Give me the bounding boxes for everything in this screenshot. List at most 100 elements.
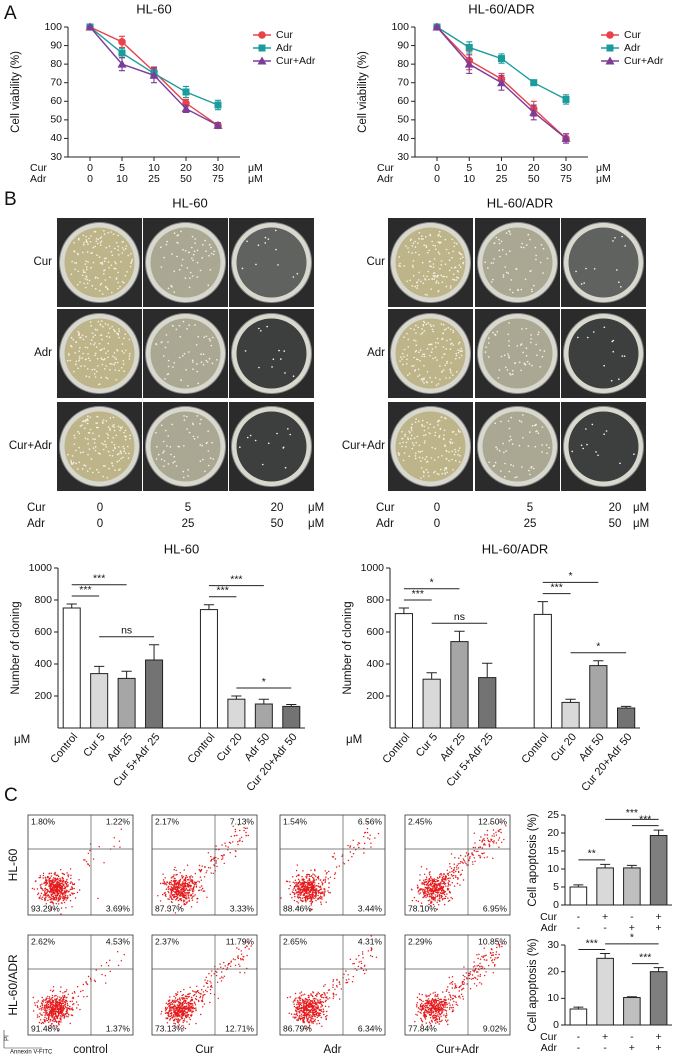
colonies xyxy=(160,230,216,293)
marker xyxy=(464,59,474,68)
y-tick-label: 20 xyxy=(547,965,559,977)
colonies xyxy=(484,230,549,294)
quadrant-value: 73.13% xyxy=(155,1023,184,1033)
well-bottom xyxy=(236,227,307,298)
bar xyxy=(254,703,273,729)
significance-label: ** xyxy=(588,848,596,860)
quadrant-value: 3.33% xyxy=(230,903,255,913)
dose-unit: μM xyxy=(633,518,649,530)
dose-value: 0 xyxy=(434,502,440,514)
x-tick-label: 0 xyxy=(434,162,440,174)
x-tick-label: Cur 20 xyxy=(214,731,244,764)
column-label: Cur xyxy=(195,1044,214,1056)
dose-value: 5 xyxy=(527,502,533,514)
bar xyxy=(589,665,608,729)
x-unit: μM xyxy=(248,173,263,185)
quadrant-value: 6.34% xyxy=(358,1023,383,1033)
legend-label: Cur+Adr xyxy=(276,55,316,67)
well-bottom xyxy=(568,318,639,389)
y-tick-label: 30 xyxy=(547,939,559,951)
x-tick-label: Cur 5 xyxy=(414,731,440,759)
quadrant-value: 87.37% xyxy=(155,903,184,913)
significance-label: * xyxy=(569,570,573,582)
flow-events xyxy=(32,943,125,1031)
y-tick-label: 100 xyxy=(44,21,62,33)
x-tick-label: 10 xyxy=(463,173,475,185)
x-row-label: Adr xyxy=(377,173,394,185)
flow-plot-frame xyxy=(151,934,258,1036)
significance-label: *** xyxy=(551,581,563,593)
row-label: Adr xyxy=(367,347,385,359)
bar xyxy=(596,957,614,1026)
quadrant-value: 9.02% xyxy=(483,1023,508,1033)
well-bottom xyxy=(395,227,466,298)
colonies xyxy=(239,428,292,469)
significance-label: *** xyxy=(586,937,598,949)
significance-label: * xyxy=(630,932,634,944)
legend-label: Cur+Adr xyxy=(624,55,664,67)
y-tick-label: 10 xyxy=(547,863,559,875)
quadrant-value: 10.85% xyxy=(478,936,507,946)
quadrant-value: 4.53% xyxy=(106,936,131,946)
dose-value: 25 xyxy=(182,518,195,530)
y-tick-label: 25 xyxy=(547,809,559,821)
y-tick-label: 90 xyxy=(50,39,62,51)
colonies xyxy=(155,320,218,387)
flow-plot-frame xyxy=(27,934,134,1036)
marker xyxy=(606,31,614,39)
dose-unit: μM xyxy=(308,518,324,530)
colonies xyxy=(70,229,134,295)
quadrant-value: 1.80% xyxy=(31,816,56,826)
x-tick-label: Control xyxy=(185,731,217,766)
y-axis-label: Number of cloning xyxy=(10,601,22,694)
flow-events xyxy=(410,821,507,910)
quadrant-value: 2.45% xyxy=(408,816,433,826)
well-bottom xyxy=(150,227,221,298)
well-bottom xyxy=(568,411,639,482)
colonies xyxy=(575,235,626,288)
colonies xyxy=(577,326,626,382)
x-tick-label: 75 xyxy=(212,173,224,185)
dose-label: Adr xyxy=(376,518,394,530)
flow-plot-frame xyxy=(404,934,511,1036)
y-axis-label: Number of cloning xyxy=(342,601,354,694)
marker xyxy=(118,38,126,46)
quadrant-value: 4.31% xyxy=(358,936,383,946)
x-unit: μM xyxy=(596,173,611,185)
flow-plot-frame xyxy=(27,814,134,916)
y-tick-label: 70 xyxy=(50,76,62,88)
flow-events xyxy=(414,940,504,1027)
y-tick-label: 5 xyxy=(553,881,559,893)
well-bottom xyxy=(568,227,639,298)
y-axis-label: Cell apoptosis (%) xyxy=(527,938,539,1031)
treatment-sign: + xyxy=(602,911,608,923)
bar xyxy=(145,659,164,729)
well-bottom xyxy=(482,318,553,389)
colonies xyxy=(398,230,465,296)
panel-label: B xyxy=(4,189,17,210)
treatment-sign: + xyxy=(656,911,662,923)
y-tick-label: 80 xyxy=(397,58,409,70)
photo-title: HL-60 xyxy=(172,195,207,210)
error-bar xyxy=(565,698,576,703)
x-tick-label: 0 xyxy=(87,173,93,185)
quadrant-value: 3.69% xyxy=(106,903,131,913)
significance-label: *** xyxy=(79,584,91,596)
quadrant-value: 77.84% xyxy=(408,1023,437,1033)
error-bar xyxy=(653,829,664,836)
dose-value: 50 xyxy=(609,518,622,530)
error-bar xyxy=(482,662,493,678)
marker xyxy=(562,95,570,103)
well-bottom xyxy=(395,411,466,482)
significance-label: *** xyxy=(217,585,229,597)
flow-events xyxy=(157,824,249,914)
colonies xyxy=(399,320,463,387)
bar xyxy=(450,641,469,729)
bar xyxy=(623,997,641,1026)
quadrant-value: 1.37% xyxy=(106,1023,131,1033)
marker xyxy=(606,44,614,52)
colonies xyxy=(571,423,635,465)
bar xyxy=(478,677,497,729)
treatment-sign: - xyxy=(577,911,581,923)
colonies xyxy=(244,325,295,377)
